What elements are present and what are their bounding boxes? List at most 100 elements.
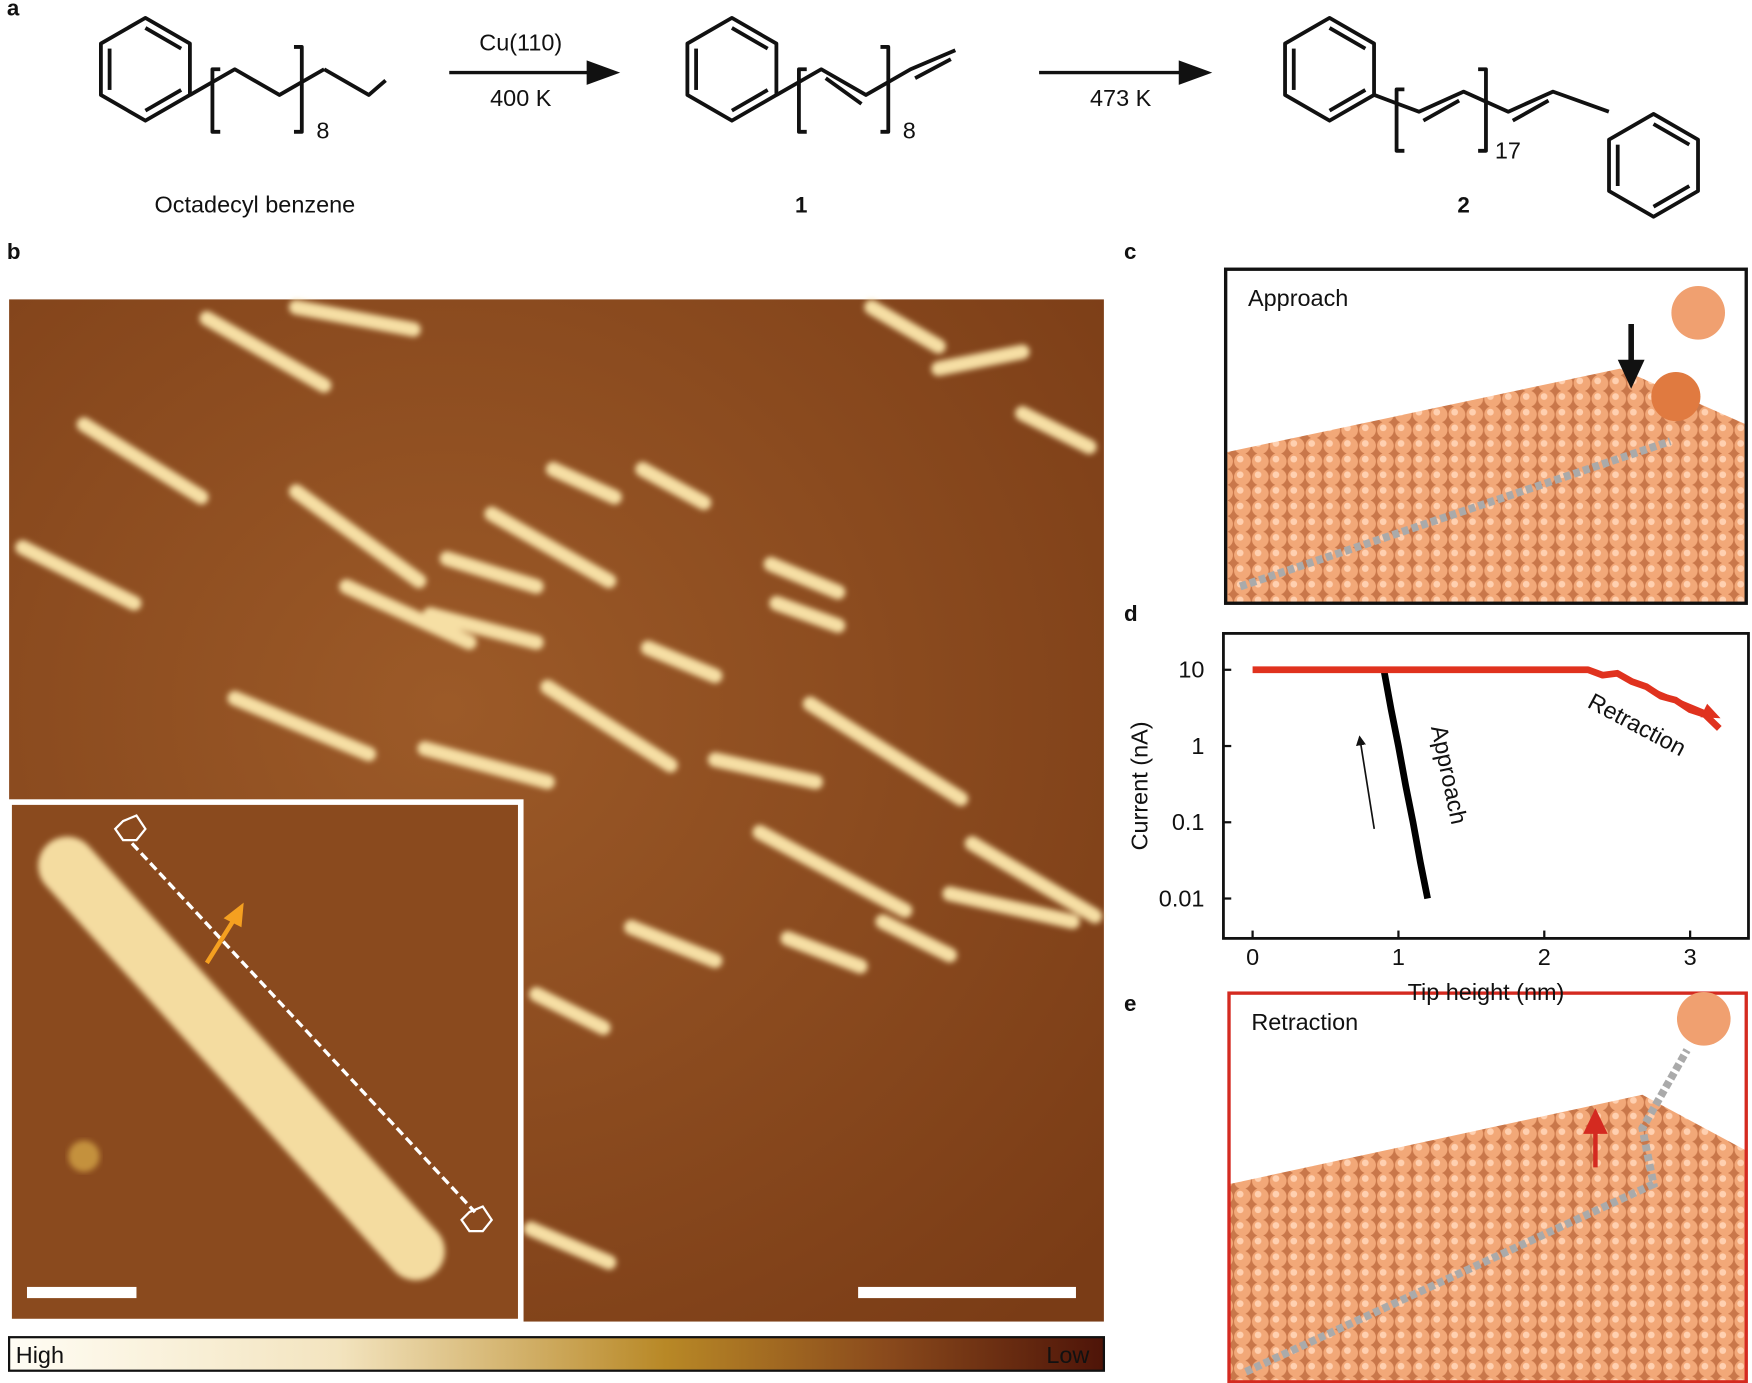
text: Low bbox=[1046, 1342, 1089, 1368]
text: Octadecyl benzene bbox=[155, 191, 356, 217]
blob bbox=[288, 299, 421, 337]
scale-bar bbox=[858, 1286, 1076, 1299]
y-axis-title: Current (nA) bbox=[1126, 721, 1152, 850]
x-tick-label: 0 bbox=[1246, 944, 1259, 970]
blob bbox=[763, 556, 846, 600]
y-tick-label: 10 bbox=[1178, 657, 1204, 683]
arrow-head bbox=[1178, 60, 1213, 85]
double-bond bbox=[730, 26, 769, 51]
arrow-head bbox=[1583, 1108, 1608, 1134]
blob bbox=[417, 741, 555, 790]
text: Approach bbox=[1248, 285, 1348, 311]
text: 8 bbox=[903, 118, 916, 144]
chain bbox=[323, 67, 387, 97]
x-tick-label: 3 bbox=[1684, 944, 1697, 970]
blob bbox=[964, 836, 1103, 924]
tip bbox=[1676, 992, 1731, 1046]
x-tick-label: 2 bbox=[1538, 944, 1551, 970]
text: Retraction bbox=[1251, 1009, 1358, 1035]
arrow-head bbox=[1617, 359, 1645, 389]
text: 1 bbox=[795, 192, 807, 217]
double-bond bbox=[730, 88, 769, 113]
chain bbox=[1373, 89, 1610, 114]
chain bbox=[189, 67, 326, 97]
orange-arrow-head bbox=[223, 902, 244, 928]
benzene-ring bbox=[685, 15, 779, 123]
panel-frame bbox=[1227, 991, 1748, 1383]
series-label: Approach bbox=[1426, 723, 1472, 827]
panel-label: c bbox=[1124, 239, 1136, 264]
blob bbox=[545, 461, 622, 505]
orange-arrow bbox=[204, 917, 237, 965]
panel-label: d bbox=[1124, 601, 1138, 626]
double-bond bbox=[1328, 26, 1367, 51]
bracket bbox=[880, 45, 891, 134]
text: 17 bbox=[1495, 138, 1521, 164]
blob bbox=[15, 540, 142, 611]
blob bbox=[802, 696, 969, 807]
blob bbox=[339, 579, 477, 650]
panel-frame bbox=[1223, 267, 1748, 605]
schematic-chain bbox=[130, 842, 477, 1214]
molecule bbox=[1244, 1048, 1691, 1376]
blob bbox=[439, 551, 544, 594]
inset-molecule bbox=[38, 836, 445, 1281]
blob bbox=[864, 299, 946, 354]
bracket bbox=[1478, 67, 1488, 153]
text: 473 K bbox=[1090, 85, 1152, 111]
blob bbox=[707, 752, 823, 790]
colorbar bbox=[7, 1336, 1106, 1372]
blob bbox=[540, 679, 678, 773]
blob bbox=[423, 607, 544, 650]
text: 2 bbox=[1457, 192, 1469, 217]
tip bbox=[1651, 372, 1701, 422]
bracket bbox=[210, 67, 221, 134]
blob bbox=[640, 640, 723, 684]
blob bbox=[76, 417, 209, 505]
blob bbox=[769, 595, 846, 633]
text: 400 K bbox=[490, 85, 552, 111]
y-tick-label: 1 bbox=[1191, 733, 1204, 759]
blob bbox=[875, 914, 957, 963]
blob bbox=[624, 919, 723, 968]
benzene-ring bbox=[1283, 15, 1376, 123]
molecule bbox=[1238, 437, 1672, 591]
blob bbox=[752, 824, 913, 918]
arrow-head bbox=[1700, 703, 1721, 719]
blob bbox=[931, 344, 1030, 376]
double-bond bbox=[1652, 122, 1691, 147]
molecule-blobs bbox=[15, 299, 1103, 1270]
double-bond bbox=[824, 76, 863, 106]
scale-bar bbox=[26, 1286, 137, 1299]
direction-arrow bbox=[1632, 680, 1715, 716]
double-bond bbox=[1652, 184, 1691, 209]
blob bbox=[227, 690, 377, 762]
arrow-head bbox=[586, 60, 621, 85]
blob bbox=[635, 461, 712, 510]
direction-arrow bbox=[1356, 735, 1376, 830]
double-bond bbox=[914, 57, 952, 80]
double-bond bbox=[1511, 98, 1550, 123]
tip bbox=[1671, 285, 1726, 340]
bracket bbox=[293, 45, 304, 134]
blob bbox=[484, 506, 617, 589]
panel-label: e bbox=[1124, 991, 1136, 1016]
blob bbox=[942, 886, 1080, 929]
x-tick-label: 1 bbox=[1392, 944, 1405, 970]
series-line bbox=[1380, 669, 1431, 900]
bracket bbox=[797, 67, 807, 134]
x-axis-title: Tip height (nm) bbox=[1408, 979, 1565, 1005]
panel-label: a bbox=[7, 0, 20, 21]
copper-surface bbox=[1229, 1094, 1747, 1383]
y-tick-label: 0.01 bbox=[1159, 885, 1205, 911]
double-bond bbox=[144, 88, 183, 113]
blob bbox=[199, 311, 332, 393]
panel-label: b bbox=[7, 239, 21, 264]
schematic-ring bbox=[113, 814, 147, 842]
benzene-ring bbox=[98, 15, 192, 123]
blob bbox=[523, 1221, 617, 1270]
plot-frame bbox=[1222, 632, 1750, 940]
text: 8 bbox=[316, 118, 329, 144]
blob bbox=[529, 986, 611, 1036]
